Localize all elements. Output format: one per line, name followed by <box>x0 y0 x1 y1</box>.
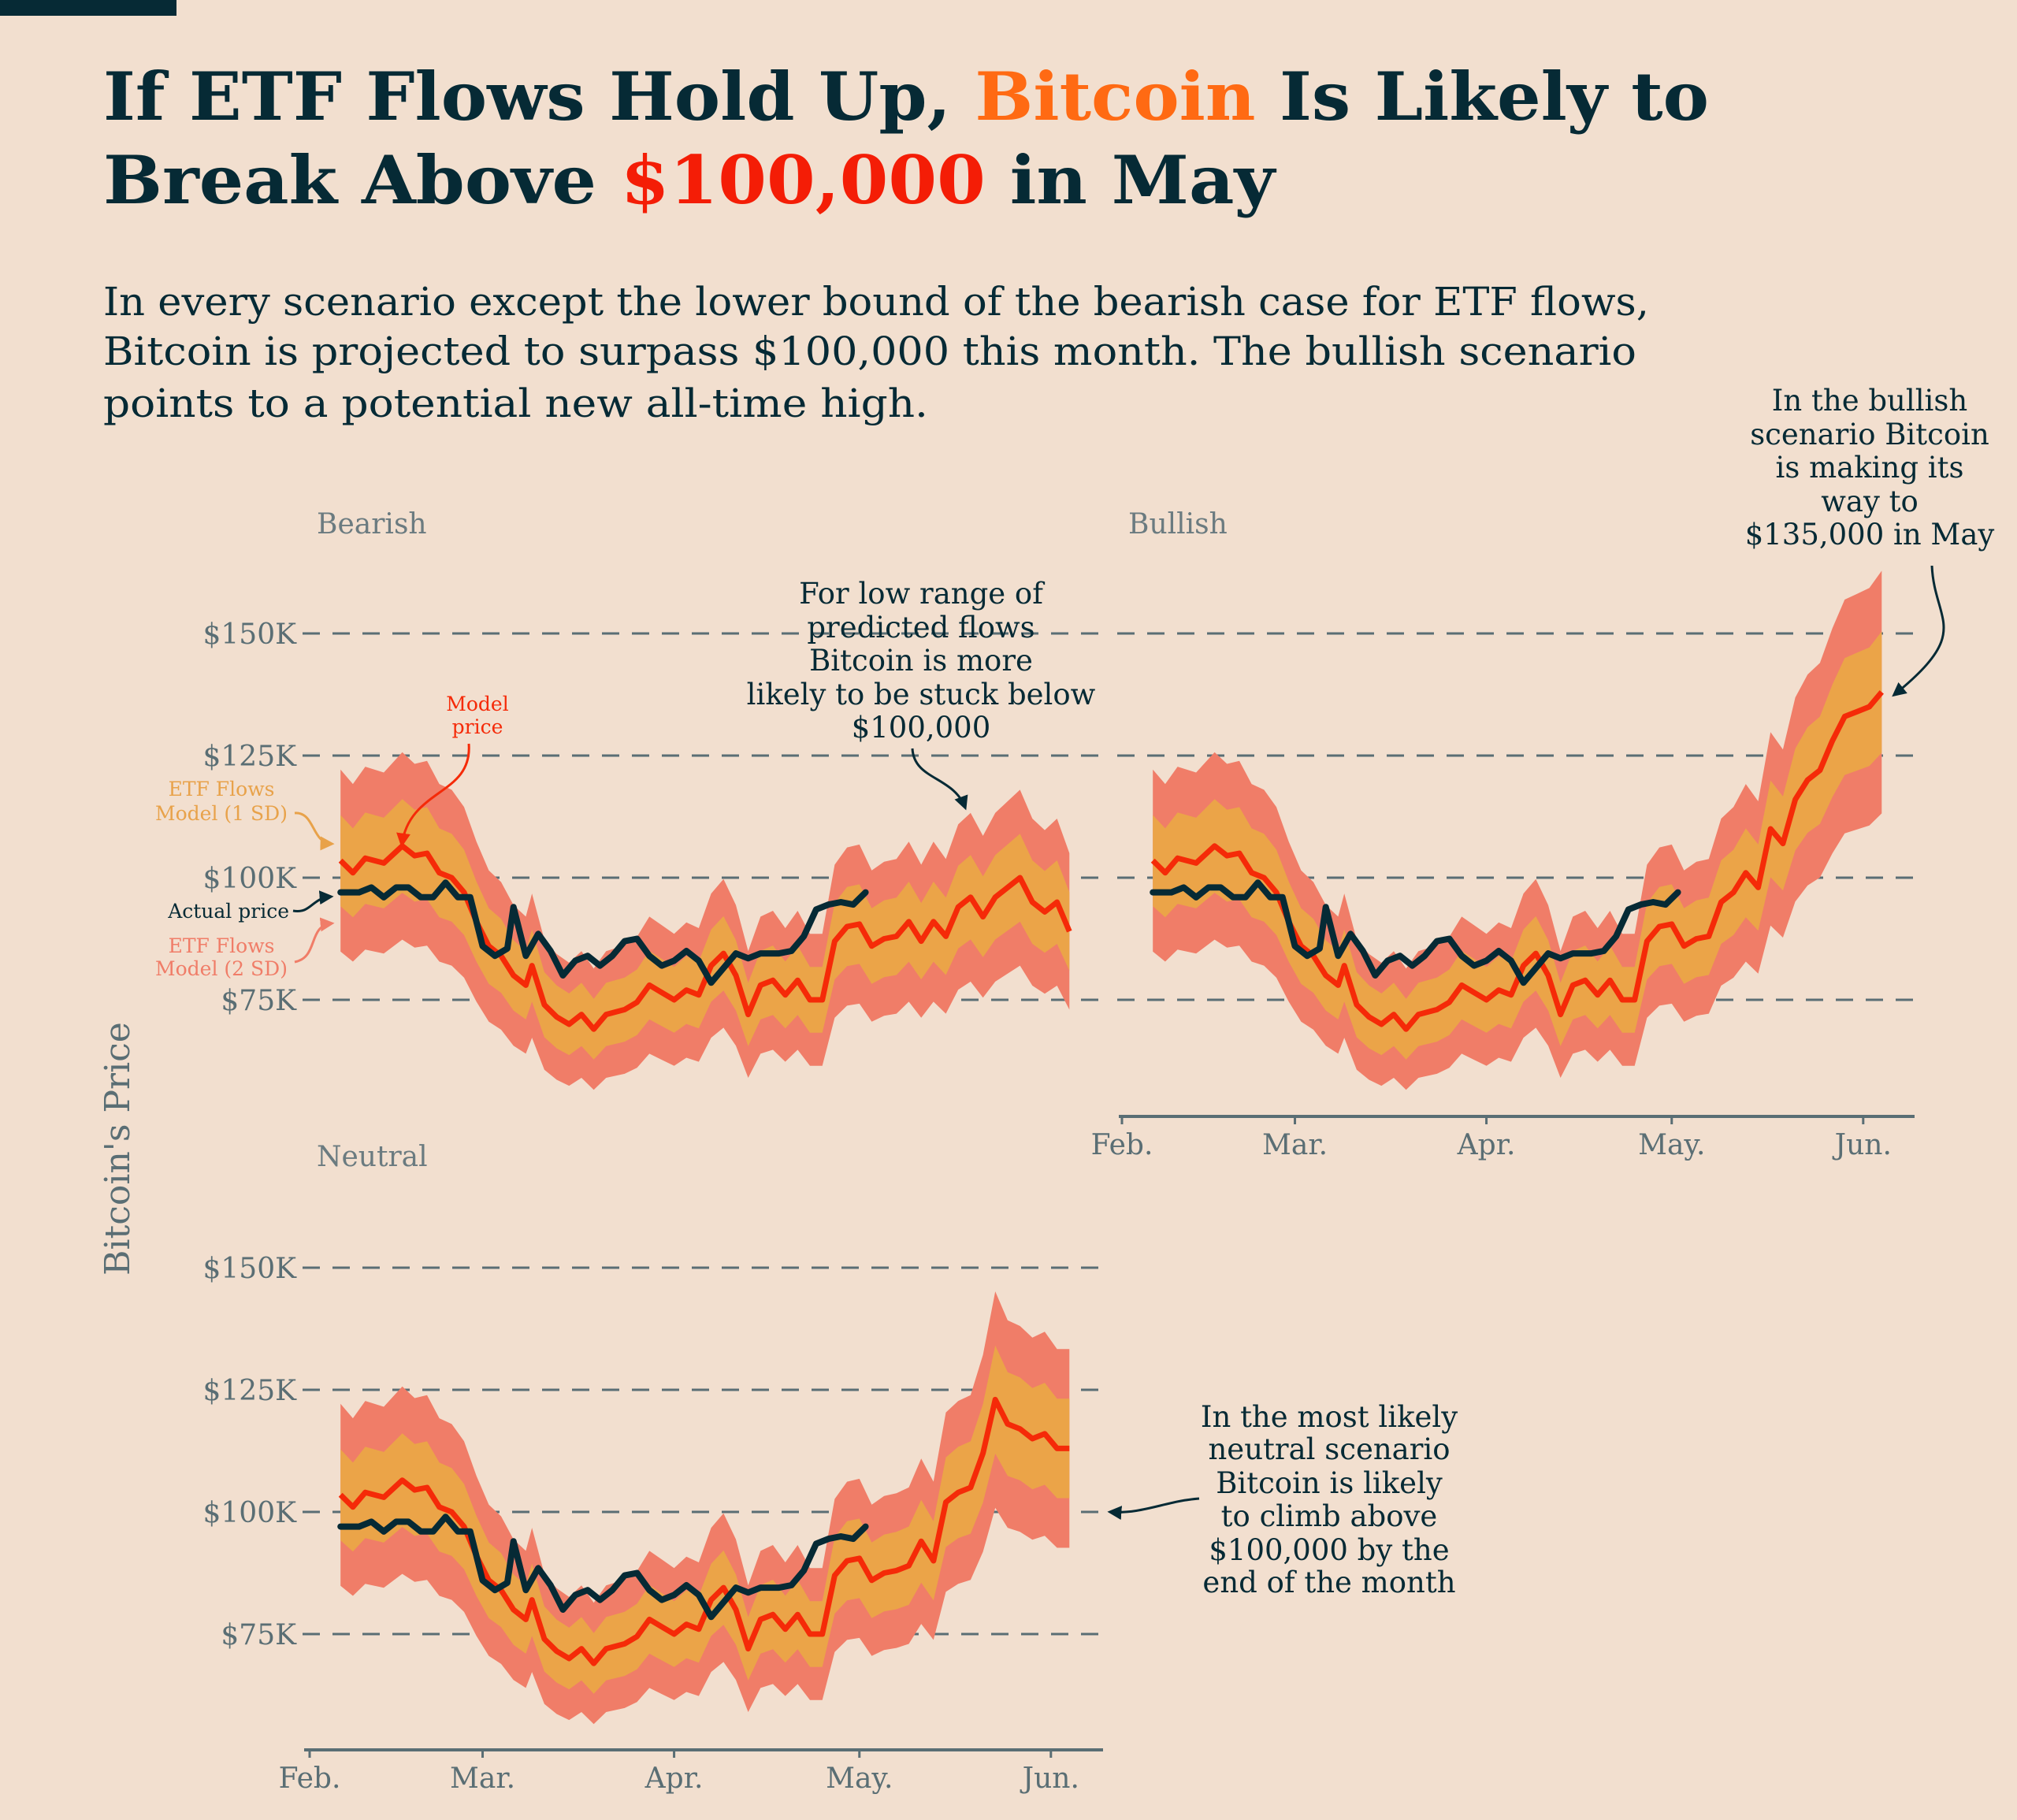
x-tick-label: May. <box>826 1762 893 1795</box>
bearish-note-line: Bitcoin is more <box>809 644 1033 678</box>
x-tick-label: Apr. <box>1457 1129 1516 1161</box>
panel-label-neutral: Neutral <box>317 1141 428 1173</box>
chart-panel-bullish: Feb. Mar. Apr. May. Jun. <box>1091 570 1915 1161</box>
y-tick-label: $125K <box>202 1375 297 1407</box>
band-1sd <box>340 1345 1070 1694</box>
x-tick-label: Mar. <box>1262 1129 1328 1161</box>
bullish-note-line: way to <box>1821 485 1919 518</box>
model-price-label-2: price <box>452 715 503 738</box>
model-price-arrow-icon <box>396 743 470 848</box>
actual-price-line <box>1150 879 1681 986</box>
x-tick-label: Feb. <box>1091 1129 1153 1161</box>
band-1sd-arrow-icon <box>294 812 335 851</box>
band-2sd-label-1: ETF Flows <box>169 934 275 957</box>
bullish-note-line: is making its <box>1776 451 1964 485</box>
neutral-note-line: $100,000 by the <box>1209 1533 1449 1567</box>
neutral-note: In the most likely neutral scenario Bitc… <box>1201 1400 1458 1599</box>
legend-annotations: Model price ETF Flows Model (1 SD) Actua… <box>155 693 509 980</box>
model-price-label-1: Model <box>446 693 508 715</box>
band-1sd-label-1: ETF Flows <box>169 778 275 800</box>
bullish-note-line: $135,000 in May <box>1745 518 1995 552</box>
x-tick-label: Feb. <box>279 1762 341 1795</box>
y-tick-label: $100K <box>202 1497 297 1529</box>
y-tick-label: $150K <box>202 618 297 651</box>
x-tick-label: Mar. <box>450 1762 515 1795</box>
bearish-note-arrow-icon <box>911 748 968 811</box>
bearish-note-line: For low range of <box>799 577 1045 611</box>
bearish-note: For low range of predicted flows Bitcoin… <box>747 577 1096 745</box>
title-line-2: Break Above $100,000 in May <box>103 141 1276 219</box>
x-tick-label: May. <box>1638 1129 1705 1161</box>
y-tick-label: $150K <box>202 1253 297 1285</box>
x-tick-label: Apr. <box>644 1762 704 1795</box>
title-line-1: If ETF Flows Hold Up, Bitcoin Is Likely … <box>103 58 1709 136</box>
neutral-note-line: neutral scenario <box>1208 1432 1450 1466</box>
neutral-note-line: Bitcoin is likely <box>1216 1466 1443 1500</box>
chart-panel-bearish: $75K $100K $125K $150K <box>202 618 1103 1090</box>
bullish-note-arrow-icon <box>1892 565 1945 697</box>
top-accent-bar <box>0 0 176 16</box>
bullish-note: In the bullish scenario Bitcoin is makin… <box>1745 384 1995 552</box>
band-1sd-label-2: Model (1 SD) <box>155 802 288 825</box>
neutral-note-line: to climb above <box>1221 1499 1438 1533</box>
band-2sd-arrow-icon <box>294 917 335 964</box>
x-tick-label: Jun. <box>1020 1762 1079 1795</box>
y-tick-label: $125K <box>202 741 297 773</box>
x-tick-label: Jun. <box>1832 1129 1892 1161</box>
actual-price-line <box>337 1514 869 1621</box>
band-1sd <box>340 799 1070 1060</box>
neutral-note-line: In the most likely <box>1201 1400 1458 1434</box>
y-tick-label: $100K <box>202 863 297 895</box>
bullish-note-line: In the bullish <box>1772 384 1967 418</box>
neutral-note-arrow-icon <box>1107 1497 1200 1521</box>
actual-price-line <box>337 879 869 986</box>
y-tick-label: $75K <box>221 985 297 1017</box>
y-axis-label: Bitcoin's Price <box>98 1022 138 1276</box>
chart-panel-neutral: $75K $100K $125K $150K Feb. Mar. Apr. May. Jun. <box>202 1253 1103 1795</box>
band-1sd <box>1153 631 1882 1060</box>
bullish-note-line: scenario Bitcoin <box>1750 418 1989 451</box>
bearish-note-line: likely to be stuck below <box>747 678 1096 711</box>
title-bitcoin: Bitcoin <box>975 58 1255 136</box>
subtitle-line-3: points to a potential new all-time high. <box>103 381 928 426</box>
actual-price-arrow-icon <box>292 890 334 912</box>
panel-label-bullish: Bullish <box>1128 508 1228 540</box>
title-price: $100,000 <box>621 141 986 219</box>
actual-price-label: Actual price <box>167 900 289 923</box>
bearish-note-line: predicted flows <box>807 611 1035 644</box>
band-2sd-label-2: Model (2 SD) <box>155 957 288 980</box>
y-tick-label: $75K <box>221 1619 297 1651</box>
neutral-note-line: end of the month <box>1202 1566 1455 1599</box>
bearish-note-line: $100,000 <box>852 711 991 745</box>
subtitle-line-1: In every scenario except the lower bound… <box>103 279 1649 325</box>
panel-label-bearish: Bearish <box>317 508 427 540</box>
subtitle-line-2: Bitcoin is projected to surpass $100,000… <box>103 329 1636 374</box>
